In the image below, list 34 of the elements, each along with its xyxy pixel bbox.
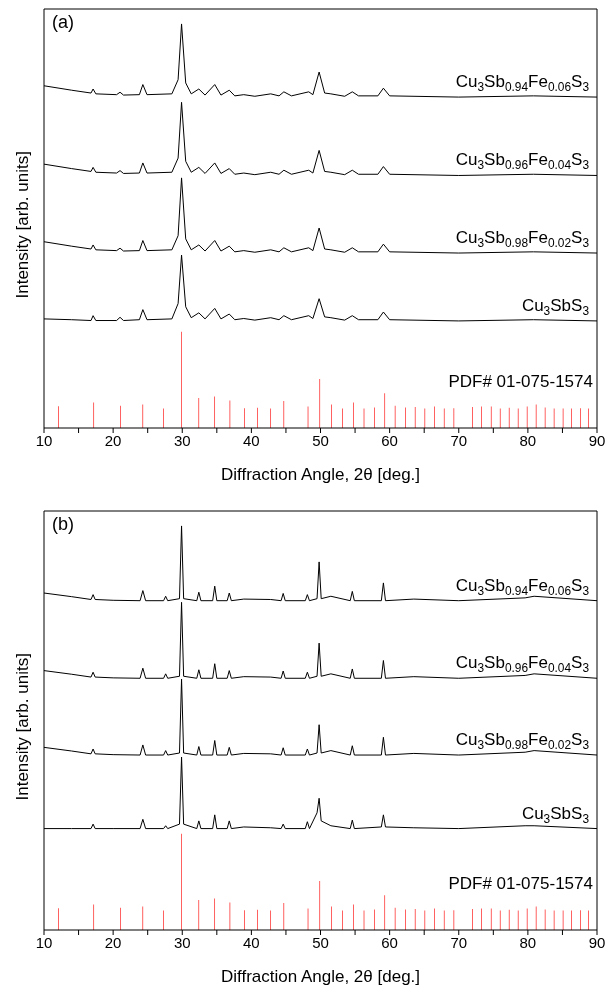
series-label: PDF# 01-075-1574 — [448, 873, 593, 893]
x-tick-label: 10 — [35, 431, 53, 449]
x-axis-title: Diffraction Angle, 2θ [deg.] — [220, 465, 421, 484]
x-tick-label: 30 — [173, 431, 191, 449]
series-label: Cu$_{3}$Sb$_{0.94}$Fe$_{0.06}$S$_{3}$ — [455, 575, 590, 598]
annotation: (b) — [52, 514, 74, 535]
y-axis-title: Intensity [arb. units] — [13, 151, 33, 299]
x-tick-label: 10 — [35, 933, 53, 951]
series-label: Cu$_{3}$Sb$_{0.96}$Fe$_{0.04}$S$_{3}$ — [455, 653, 590, 675]
x-tick-label: 20 — [104, 933, 122, 951]
y-axis-title: Intensity [arb. units] — [13, 653, 33, 801]
series-label: Cu$_{3}$SbS$_{3}$ — [521, 295, 590, 318]
x-axis-title: Diffraction Angle, 2θ [deg.] — [220, 967, 421, 986]
x-tick-label: 30 — [173, 933, 191, 951]
series-label: Cu$_{3}$Sb$_{0.94}$Fe$_{0.06}$S$_{3}$ — [455, 72, 590, 94]
series-label: Cu$_{3}$Sb$_{0.98}$Fe$_{0.02}$S$_{3}$ — [455, 730, 590, 752]
x-tick-label: 70 — [450, 431, 468, 449]
x-tick-label: 50 — [312, 933, 329, 951]
x-tick-label: 80 — [519, 933, 537, 951]
x-tick-label: 40 — [243, 431, 260, 449]
x-tick-label: 60 — [381, 431, 398, 449]
annotation: (a) — [52, 12, 74, 33]
x-tick-label: 20 — [104, 431, 122, 449]
x-tick-label: 90 — [588, 933, 606, 951]
x-tick-label: 40 — [243, 933, 260, 951]
x-tick-label: 80 — [519, 431, 537, 449]
x-tick-label: 90 — [588, 431, 606, 449]
series-label: Cu$_{3}$SbS$_{3}$ — [521, 803, 590, 826]
x-tick-label: 70 — [450, 933, 468, 951]
series-label: Cu$_{3}$Sb$_{0.96}$Fe$_{0.04}$S$_{3}$ — [455, 150, 590, 173]
series-label: Cu$_{3}$Sb$_{0.98}$Fe$_{0.02}$S$_{3}$ — [455, 228, 590, 250]
series-label: PDF# 01-075-1574 — [448, 371, 593, 391]
x-tick-label: 60 — [381, 933, 398, 951]
x-tick-label: 50 — [312, 431, 329, 449]
